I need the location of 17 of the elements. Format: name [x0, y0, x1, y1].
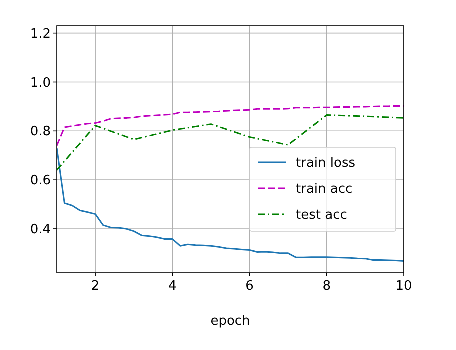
x-tick-label: 6 — [246, 279, 254, 294]
x-tick-label: 8 — [322, 279, 332, 294]
y-tick-label: 0.4 — [30, 222, 51, 238]
x-axis-title: epoch — [210, 314, 250, 329]
x-tick-label: 10 — [396, 279, 412, 294]
line-series — [57, 105, 404, 147]
legend-label: test acc — [296, 208, 348, 224]
x-tick-label: 4 — [168, 279, 177, 294]
y-tick-label: 1.0 — [30, 76, 51, 91]
x-tick-label: 2 — [91, 279, 100, 294]
y-tick-label: 0.6 — [30, 174, 51, 189]
legend-label: train loss — [296, 156, 356, 172]
legend-label: train acc — [296, 182, 353, 198]
y-tick-label: 0.8 — [30, 124, 51, 140]
y-tick-label: 1.2 — [30, 26, 51, 42]
line-series — [57, 114, 404, 172]
line-series — [57, 148, 404, 262]
